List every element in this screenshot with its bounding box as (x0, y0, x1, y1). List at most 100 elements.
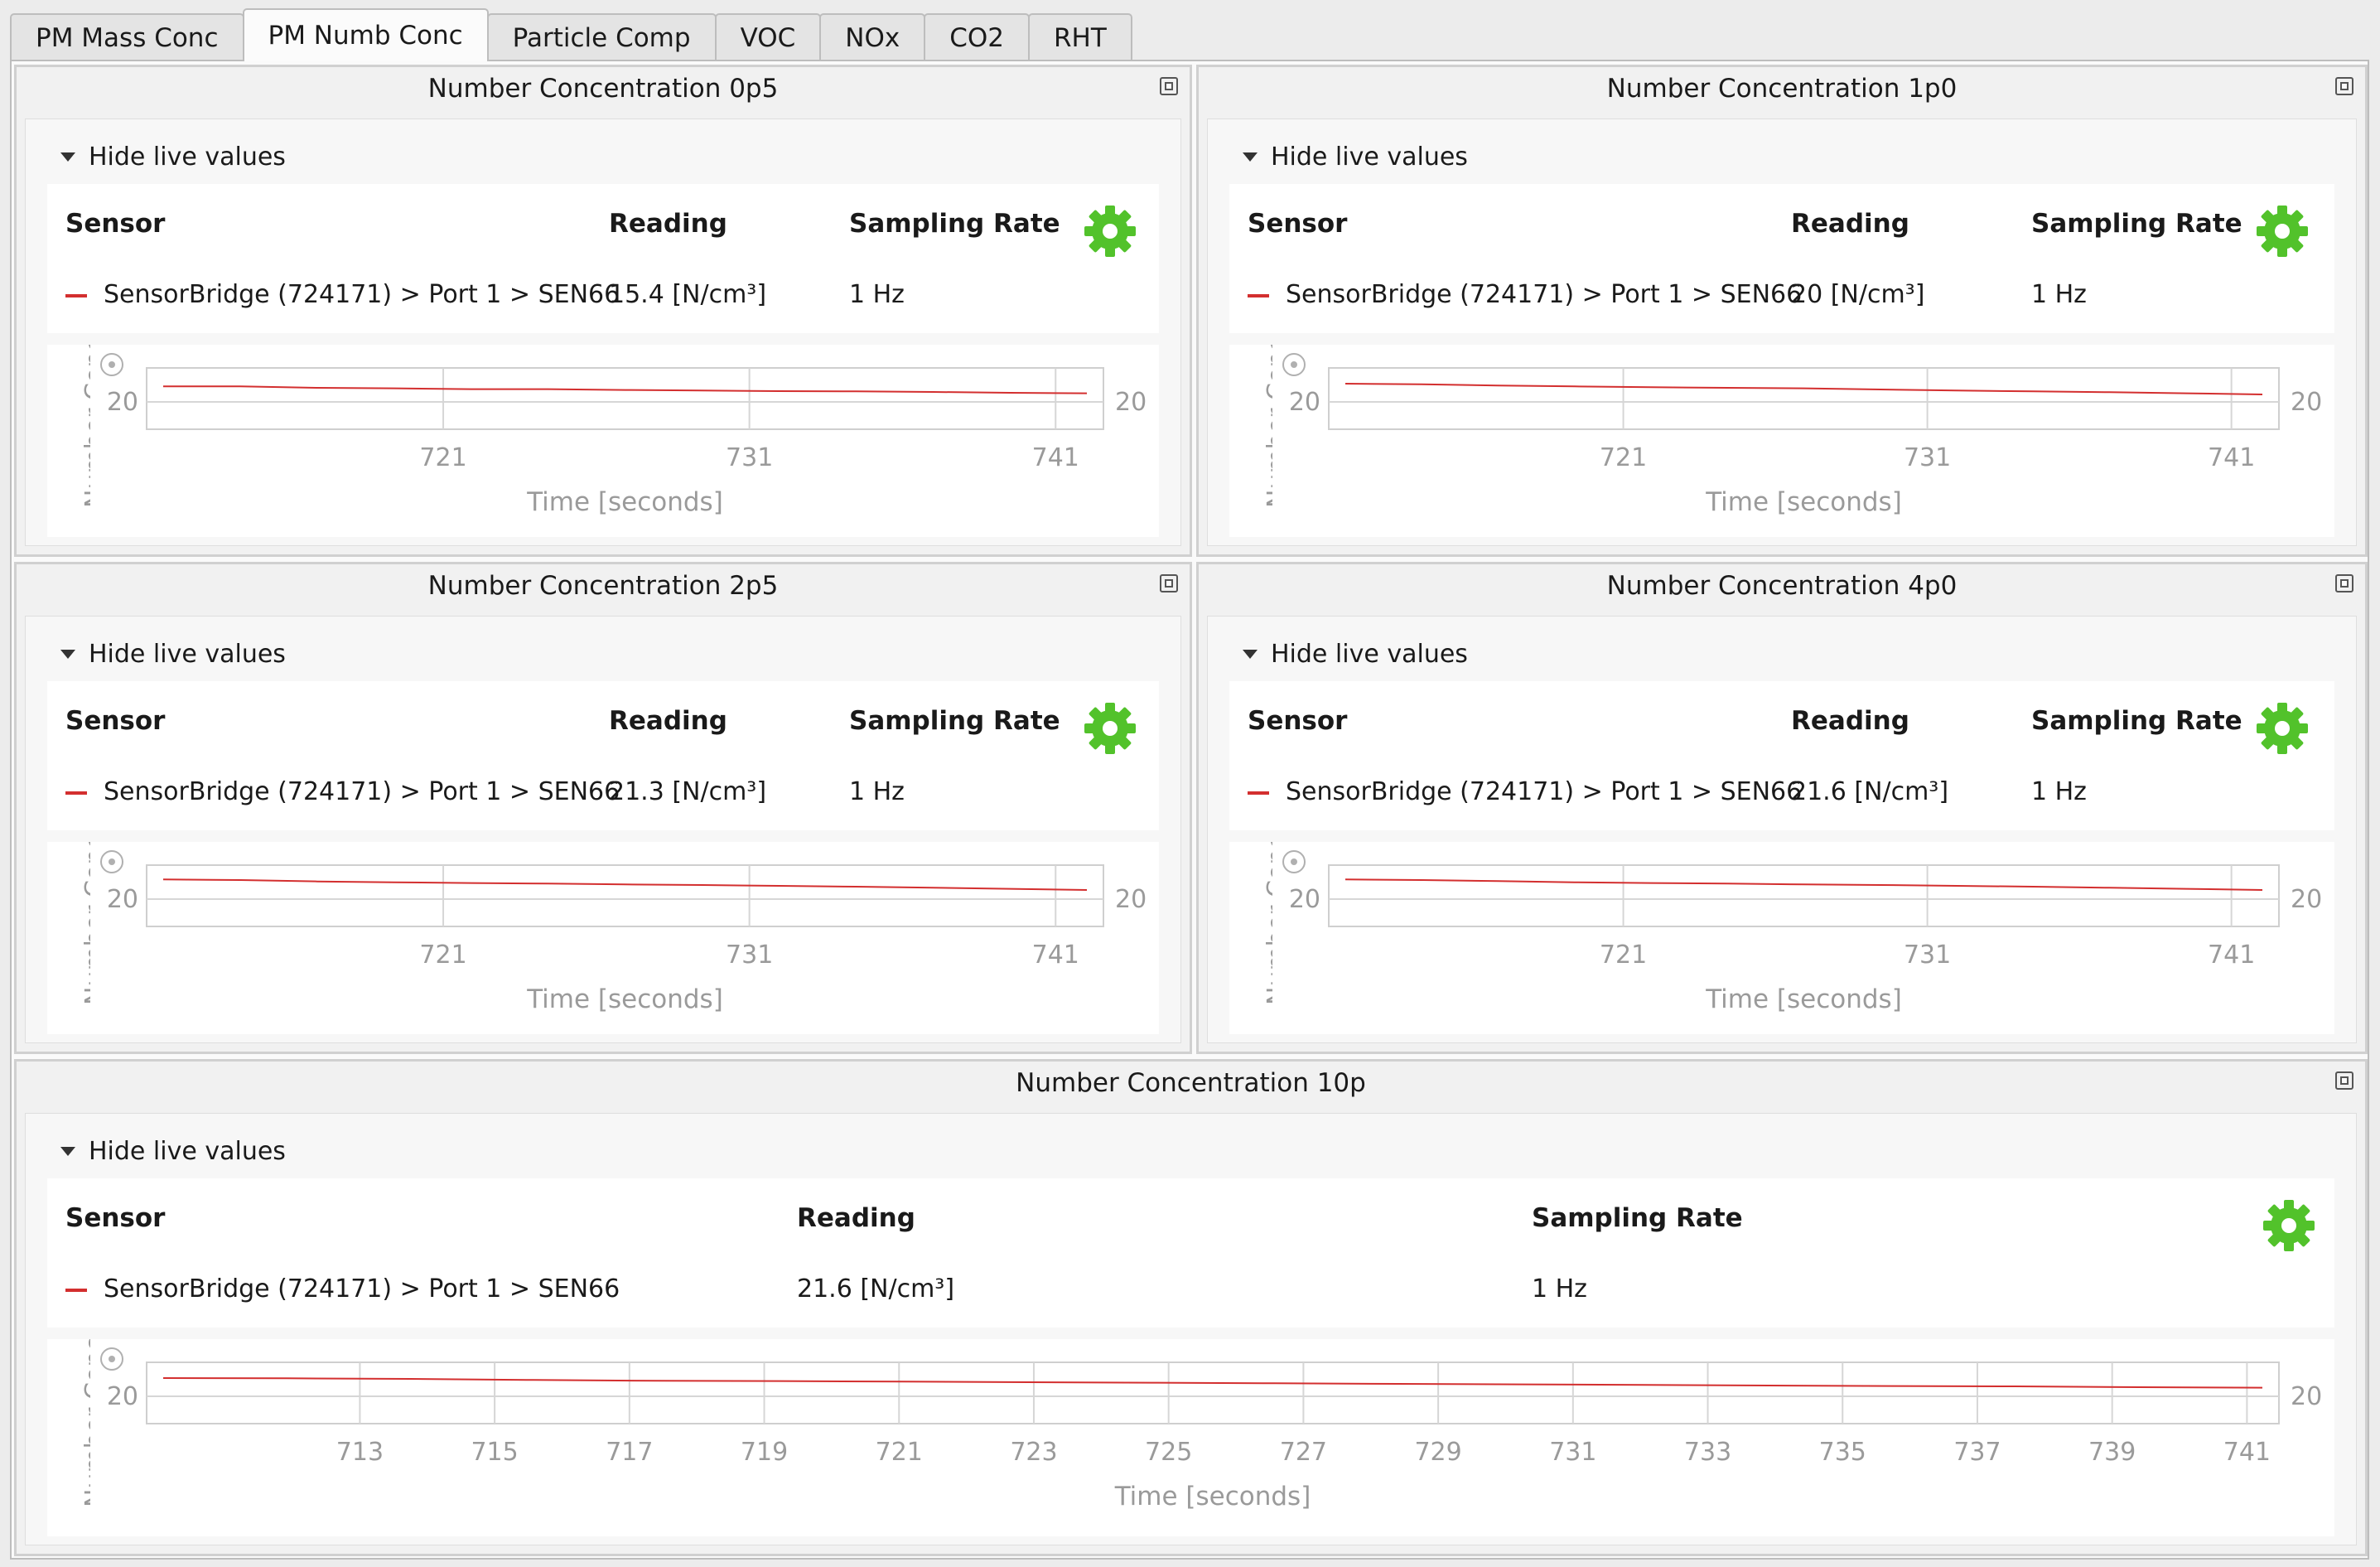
reset-zoom-icon[interactable] (1282, 353, 1306, 376)
sampling-rate-value: 1 Hz (849, 280, 905, 309)
time-series-chart[interactable]: Number Conc 2p57217317412020Time [second… (47, 842, 1159, 1034)
sensor-name: SensorBridge (724171) > Port 1 > SEN66 (65, 1274, 620, 1303)
settings-gear-icon[interactable] (1083, 701, 1137, 756)
tab-pm-mass-conc[interactable]: PM Mass Conc (10, 13, 244, 61)
hide-live-values-toggle[interactable]: Hide live values (1243, 640, 1468, 669)
x-tick-label: 721 (1600, 443, 1647, 472)
undock-icon[interactable] (1160, 574, 1178, 592)
tab-rht[interactable]: RHT (1028, 13, 1132, 61)
y-tick-label-right: 20 (2291, 388, 2322, 417)
live-values-table: Sensor Reading Sampling Rate SensorBridge (… (47, 681, 1159, 830)
live-values-table: Sensor Reading Sampling Rate SensorBridge (… (1229, 184, 2334, 333)
reset-zoom-icon[interactable] (1282, 850, 1306, 873)
collapse-triangle-icon (60, 650, 75, 659)
collapse-triangle-icon (60, 152, 75, 162)
header-reading: Reading (609, 209, 727, 239)
panel-body: Hide live values Sensor Reading Sampling Ra… (25, 118, 1181, 546)
tab-voc[interactable]: VOC (714, 13, 822, 61)
sampling-rate-value: 1 Hz (849, 777, 905, 806)
y-tick-label-right: 20 (2291, 1382, 2322, 1411)
settings-gear-icon[interactable] (2262, 1198, 2316, 1253)
time-series-chart[interactable]: Number Conc 0p57217317412020Time [second… (47, 345, 1159, 537)
undock-icon[interactable] (1160, 77, 1178, 95)
header-sampling-rate: Sampling Rate (849, 706, 1060, 736)
tab-particle-comp[interactable]: Particle Comp (486, 13, 717, 61)
sensor-name: SensorBridge (724171) > Port 1 > SEN66 (1248, 280, 1802, 309)
x-tick-label: 727 (1280, 1438, 1327, 1467)
series-color-swatch (65, 293, 87, 297)
x-tick-label: 737 (1953, 1438, 2001, 1467)
reset-zoom-icon[interactable] (100, 1347, 123, 1371)
y-tick-label-left: 20 (107, 885, 138, 914)
toggle-label: Hide live values (89, 143, 286, 172)
x-tick-label: 715 (471, 1438, 518, 1467)
sensor-path: SensorBridge (724171) > Port 1 > SEN66 (104, 280, 620, 309)
settings-gear-icon[interactable] (2255, 204, 2310, 259)
series-line (162, 878, 1088, 891)
plot-frame (146, 367, 1104, 430)
panel-title: Number Concentration 2p5 (427, 571, 779, 601)
chart-panel: Number Concentration 1p0 Hide live values… (1196, 65, 2368, 557)
chart-panel: Number Concentration 2p5 Hide live values… (14, 562, 1192, 1054)
x-tick-label: 717 (606, 1438, 653, 1467)
plot-frame (146, 1361, 2280, 1424)
x-axis-label: Time [seconds] (1705, 984, 1902, 1014)
tab-pm-numb-conc[interactable]: PM Numb Conc (242, 8, 489, 61)
chart-panel: Number Concentration 0p5 Hide live values… (14, 65, 1192, 557)
series-line (163, 385, 1088, 394)
sensor-path: SensorBridge (724171) > Port 1 > SEN66 (104, 1274, 620, 1303)
reset-zoom-icon[interactable] (100, 850, 123, 873)
x-tick-label: 733 (1684, 1438, 1731, 1467)
y-tick-label-left: 20 (107, 1382, 138, 1411)
sampling-rate-value: 1 Hz (2031, 777, 2087, 806)
undock-icon[interactable] (2335, 1071, 2353, 1090)
tab-co2[interactable]: CO2 (924, 13, 1030, 61)
x-tick-label: 731 (1904, 941, 1951, 970)
sampling-rate-value: 1 Hz (2031, 280, 2087, 309)
y-tick-label-left: 20 (1289, 388, 1320, 417)
sensor-name: SensorBridge (724171) > Port 1 > SEN66 (65, 280, 620, 309)
reading-value: 21.6 [N/cm³] (797, 1274, 955, 1303)
x-tick-label: 741 (1032, 941, 1079, 970)
settings-gear-icon[interactable] (1083, 204, 1137, 259)
time-series-chart[interactable]: Number Conc 1p07217317412020Time [second… (1229, 345, 2334, 537)
header-sensor: Sensor (65, 209, 166, 239)
undock-icon[interactable] (2335, 574, 2353, 592)
panel-body: Hide live values Sensor Reading Sampling Ra… (1207, 616, 2357, 1043)
x-tick-label: 719 (741, 1438, 788, 1467)
undock-icon[interactable] (2335, 77, 2353, 95)
x-tick-label: 731 (1904, 443, 1951, 472)
panel-title: Number Concentration 10p (1016, 1068, 1366, 1098)
x-tick-label: 721 (876, 1438, 923, 1467)
header-sensor: Sensor (1248, 209, 1348, 239)
hide-live-values-toggle[interactable]: Hide live values (60, 1137, 286, 1166)
sensor-path: SensorBridge (724171) > Port 1 > SEN66 (1286, 777, 1803, 806)
toggle-label: Hide live values (89, 1137, 286, 1166)
x-tick-label: 729 (1414, 1438, 1461, 1467)
y-tick-label-right: 20 (2291, 885, 2322, 914)
x-tick-label: 721 (419, 941, 466, 970)
x-tick-label: 741 (1032, 443, 1079, 472)
x-axis-label: Time [seconds] (1114, 1482, 1311, 1511)
header-sampling-rate: Sampling Rate (1532, 1203, 1743, 1233)
hide-live-values-toggle[interactable]: Hide live values (60, 640, 286, 669)
sensor-path: SensorBridge (724171) > Port 1 > SEN66 (1286, 280, 1803, 309)
x-tick-label: 741 (2208, 443, 2255, 472)
x-tick-label: 725 (1145, 1438, 1192, 1467)
hide-live-values-toggle[interactable]: Hide live values (1243, 143, 1468, 172)
plot-area: 713 715 717 719 721 723 725 727 729 731 733 735 737 7… (100, 1347, 2322, 1511)
x-tick-label: 739 (2088, 1438, 2136, 1467)
settings-gear-icon[interactable] (2255, 701, 2310, 756)
tab-nox[interactable]: NOx (819, 13, 926, 61)
x-tick-label: 721 (1600, 941, 1647, 970)
y-tick-label-right: 20 (1115, 885, 1147, 914)
x-tick-label: 731 (726, 443, 773, 472)
hide-live-values-toggle[interactable]: Hide live values (60, 143, 286, 172)
collapse-triangle-icon (1243, 650, 1258, 659)
x-axis-label: Time [seconds] (1705, 487, 1902, 517)
header-reading: Reading (1791, 209, 1909, 239)
time-series-chart[interactable]: Number Conc 4p07217317412020Time [second… (1229, 842, 2334, 1034)
time-series-chart[interactable]: Number Conc 10p7137157177197217237257277… (47, 1339, 2334, 1536)
reset-zoom-icon[interactable] (100, 353, 123, 376)
header-reading: Reading (1791, 706, 1909, 736)
